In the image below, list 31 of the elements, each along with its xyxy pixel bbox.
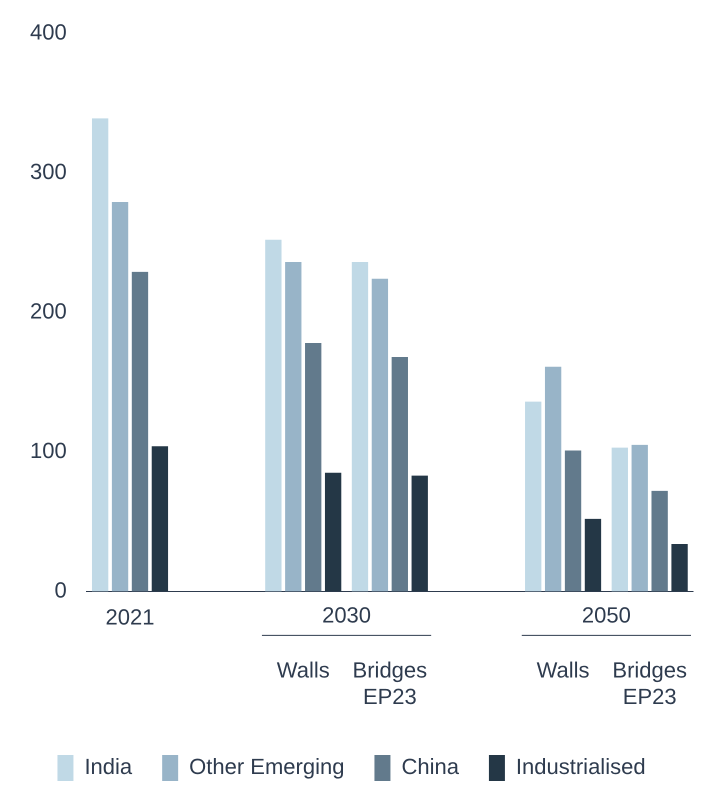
bar xyxy=(285,262,302,592)
legend-label: India xyxy=(84,754,133,780)
bar xyxy=(525,402,542,592)
y-tick-label: 300 xyxy=(30,158,67,184)
x-tick-label: 2021 xyxy=(106,604,154,630)
bar xyxy=(265,240,282,592)
x-tick-label: Walls xyxy=(276,657,330,682)
x-tick-label: Walls xyxy=(536,657,590,682)
x-tick-label: Bridges EP23 xyxy=(352,657,428,709)
bar xyxy=(632,444,648,592)
bar xyxy=(92,118,108,592)
bar xyxy=(132,272,148,592)
bar xyxy=(392,356,408,592)
legend-label: China xyxy=(401,754,460,780)
y-tick-label: 0 xyxy=(54,577,67,602)
legend-label: Other Emerging xyxy=(189,754,344,780)
bar xyxy=(305,343,322,592)
text: 2030 xyxy=(322,602,372,628)
x-tick-label: Bridges EP23 xyxy=(612,657,687,709)
bar xyxy=(112,202,128,592)
legend-label: Industrialised xyxy=(516,754,646,780)
y-tick-label: 100 xyxy=(30,438,67,463)
y-tick-label: 400 xyxy=(30,19,67,44)
bar xyxy=(352,262,368,592)
bar xyxy=(612,448,628,592)
bar xyxy=(651,490,668,592)
bar xyxy=(544,366,562,592)
y-tick-label: 200 xyxy=(30,298,67,324)
bar xyxy=(372,278,388,592)
bar xyxy=(564,450,582,592)
text: 2050 xyxy=(582,602,631,628)
